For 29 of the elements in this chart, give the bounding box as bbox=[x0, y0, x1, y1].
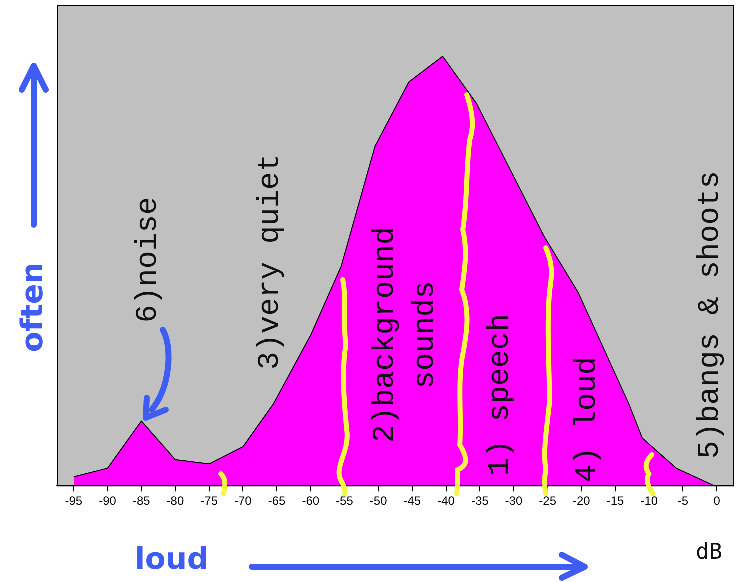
x-tick-label: -40 bbox=[438, 494, 456, 508]
x-tick-label: -35 bbox=[471, 494, 490, 508]
annotation: 2)background sounds bbox=[368, 226, 443, 444]
x-tick-label: -5 bbox=[678, 494, 689, 508]
x-tick-label: -90 bbox=[99, 494, 117, 508]
annotation: 1) speech bbox=[484, 314, 518, 476]
x-tick-label: -10 bbox=[640, 494, 658, 508]
annotation: 3)very quiet bbox=[254, 154, 288, 370]
x-tick-label: -20 bbox=[573, 494, 591, 508]
y-axis-title: often bbox=[15, 262, 50, 352]
x-tick-label: -85 bbox=[132, 494, 151, 508]
x-tick-label: -80 bbox=[166, 494, 184, 508]
annotation: 4) loud bbox=[570, 356, 605, 484]
x-tick-label: -70 bbox=[234, 494, 252, 508]
x-tick-label: -30 bbox=[505, 494, 523, 508]
x-tick-label: -15 bbox=[606, 494, 625, 508]
x-tick-label: -45 bbox=[404, 494, 422, 508]
x-tick-label: 0 bbox=[714, 494, 721, 508]
x-tick-label: -55 bbox=[336, 494, 354, 508]
text: dB bbox=[696, 540, 722, 565]
x-tick-label: -75 bbox=[200, 494, 218, 508]
x-tick-label: -50 bbox=[370, 494, 388, 508]
x-axis-title: loud bbox=[135, 542, 209, 577]
x-tick-label: -65 bbox=[268, 494, 286, 508]
x-tick-label: -25 bbox=[539, 494, 557, 508]
x-tick-label: -60 bbox=[302, 494, 320, 508]
annotation: 6)noise bbox=[132, 196, 166, 324]
x-tick-label: -95 bbox=[65, 494, 83, 508]
annotation: 5)bangs & shoots bbox=[694, 170, 728, 460]
